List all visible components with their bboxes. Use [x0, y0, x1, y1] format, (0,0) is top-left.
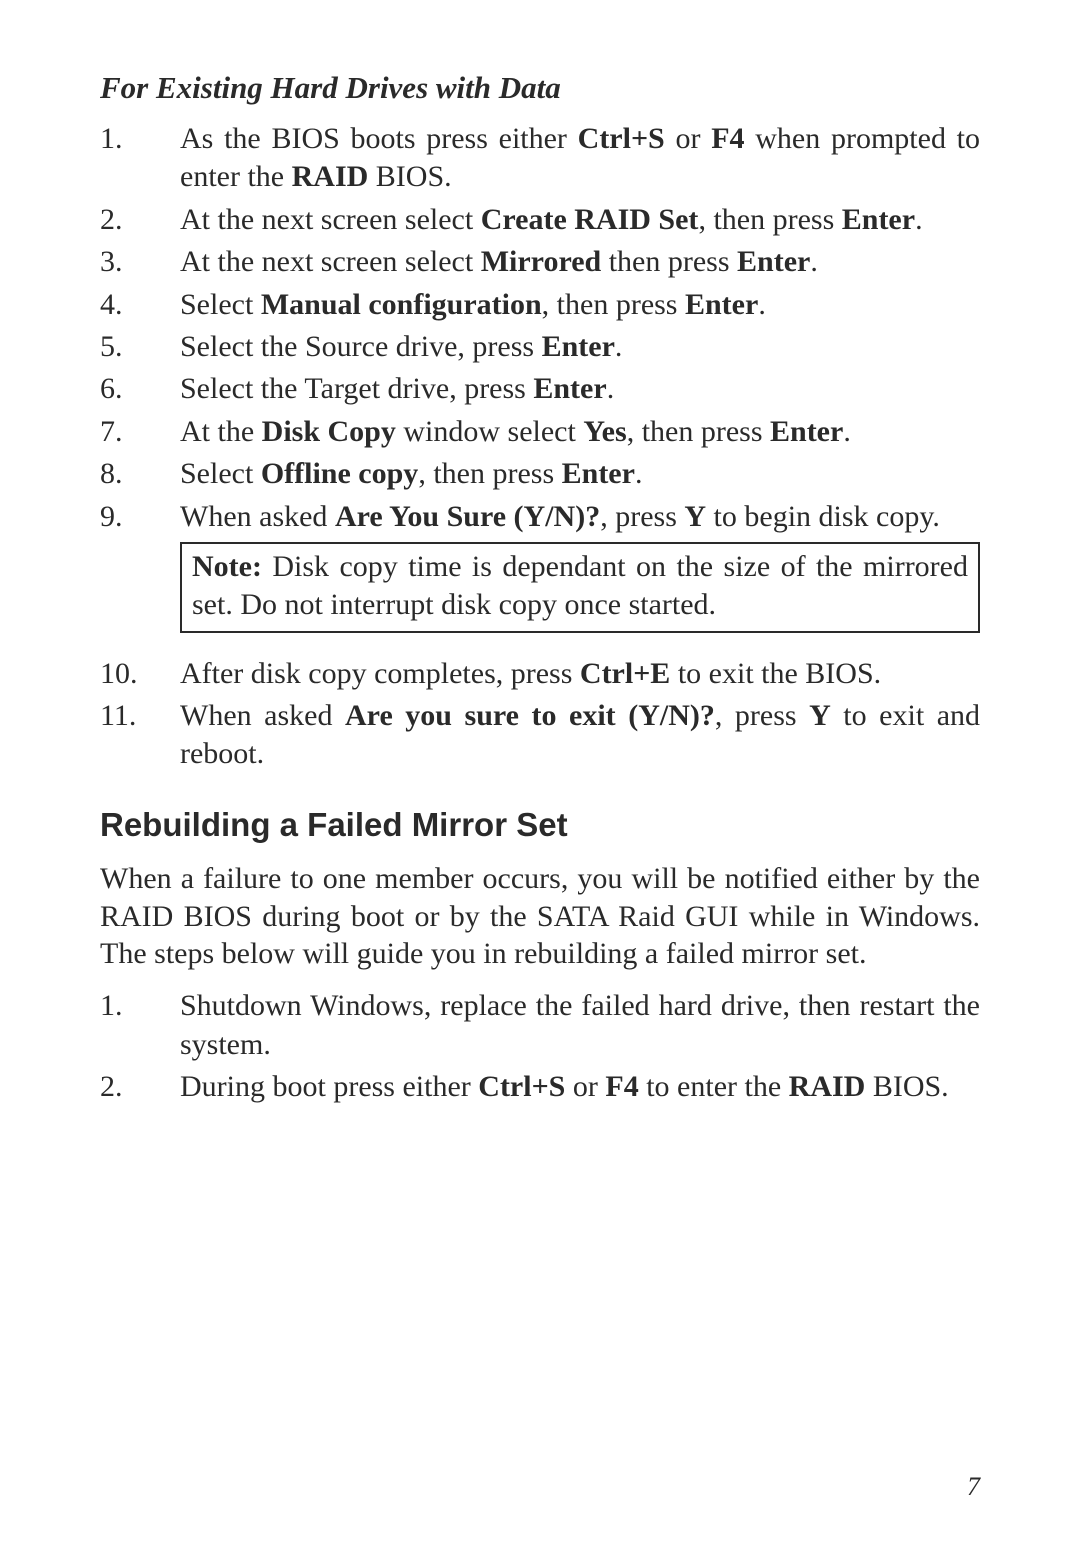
section-heading: Rebuilding a Failed Mirror Set: [100, 806, 980, 844]
list-item: 10.After disk copy completes, press Ctrl…: [100, 655, 980, 693]
list-item-text: After disk copy completes, press Ctrl+E …: [180, 655, 980, 693]
list-item: 2.At the next screen select Create RAID …: [100, 201, 980, 239]
list-item-number: 1.: [100, 120, 180, 197]
section-paragraph: When a failure to one member occurs, you…: [100, 860, 980, 973]
subheading: For Existing Hard Drives with Data: [100, 70, 980, 106]
list-item-text: At the next screen select Create RAID Se…: [180, 201, 980, 239]
list-item-text: During boot press either Ctrl+S or F4 to…: [180, 1068, 980, 1106]
list-item-text: Select Manual configuration, then press …: [180, 286, 980, 324]
list-item: 9.When asked Are You Sure (Y/N)?, press …: [100, 498, 980, 536]
list-item-number: 6.: [100, 370, 180, 408]
list-item-number: 4.: [100, 286, 180, 324]
list-item-text: At the next screen select Mirrored then …: [180, 243, 980, 281]
list-item-number: 9.: [100, 498, 180, 536]
document-page: For Existing Hard Drives with Data 1.As …: [0, 0, 1080, 1150]
list-item: 1.Shutdown Windows, replace the failed h…: [100, 987, 980, 1064]
list-item-number: 5.: [100, 328, 180, 366]
page-number: 7: [967, 1472, 980, 1502]
list-item-number: 2.: [100, 201, 180, 239]
list-item-text: When asked Are you sure to exit (Y/N)?, …: [180, 697, 980, 774]
ordered-list-a: 1.As the BIOS boots press either Ctrl+S …: [100, 120, 980, 536]
list-item: 3.At the next screen select Mirrored the…: [100, 243, 980, 281]
list-item: 8.Select Offline copy, then press Enter.: [100, 455, 980, 493]
list-item: 6.Select the Target drive, press Enter.: [100, 370, 980, 408]
ordered-list-c: 1.Shutdown Windows, replace the failed h…: [100, 987, 980, 1106]
list-item-number: 10.: [100, 655, 180, 693]
list-item-number: 2.: [100, 1068, 180, 1106]
list-item-number: 1.: [100, 987, 180, 1064]
note-box: Note: Disk copy time is dependant on the…: [180, 542, 980, 633]
list-item-text: Select Offline copy, then press Enter.: [180, 455, 980, 493]
list-item-text: Select the Source drive, press Enter.: [180, 328, 980, 366]
list-item-text: At the Disk Copy window select Yes, then…: [180, 413, 980, 451]
ordered-list-b: 10.After disk copy completes, press Ctrl…: [100, 655, 980, 774]
list-item: 7.At the Disk Copy window select Yes, th…: [100, 413, 980, 451]
list-item: 2.During boot press either Ctrl+S or F4 …: [100, 1068, 980, 1106]
list-item: 1.As the BIOS boots press either Ctrl+S …: [100, 120, 980, 197]
list-item-number: 7.: [100, 413, 180, 451]
list-item: 5.Select the Source drive, press Enter.: [100, 328, 980, 366]
list-item: 4.Select Manual configuration, then pres…: [100, 286, 980, 324]
list-item: 11.When asked Are you sure to exit (Y/N)…: [100, 697, 980, 774]
list-item-text: Shutdown Windows, replace the failed har…: [180, 987, 980, 1064]
list-item-number: 8.: [100, 455, 180, 493]
list-item-text: Select the Target drive, press Enter.: [180, 370, 980, 408]
list-item-number: 11.: [100, 697, 180, 774]
list-item-text: As the BIOS boots press either Ctrl+S or…: [180, 120, 980, 197]
list-item-number: 3.: [100, 243, 180, 281]
list-item-text: When asked Are You Sure (Y/N)?, press Y …: [180, 498, 980, 536]
